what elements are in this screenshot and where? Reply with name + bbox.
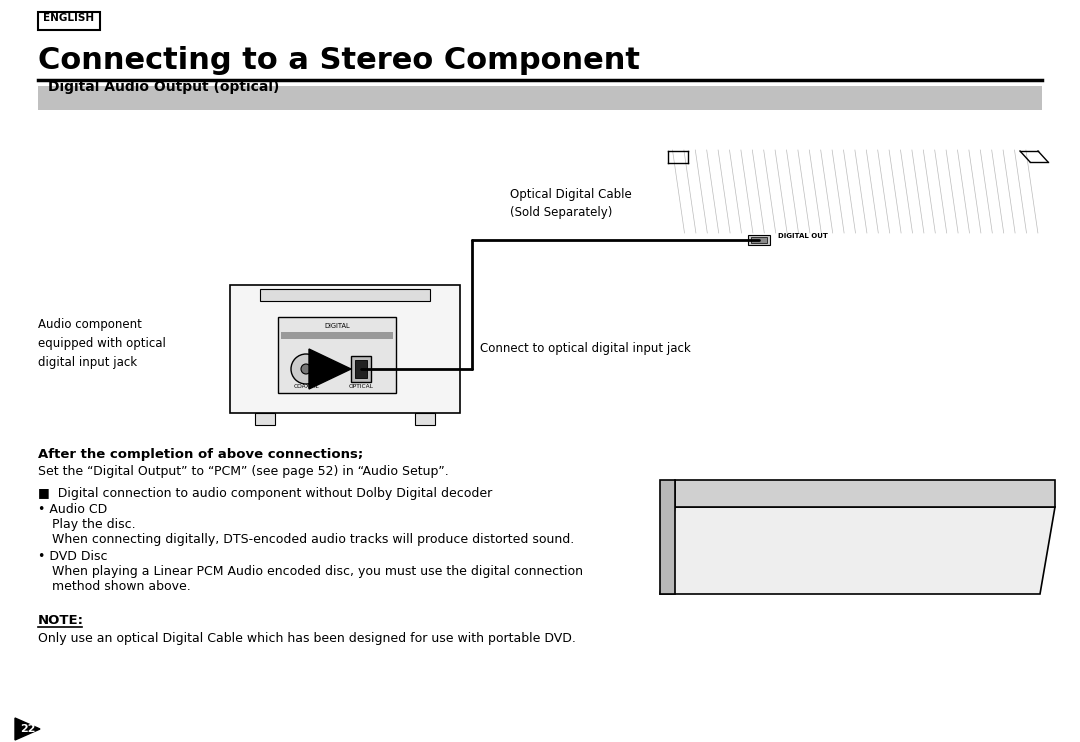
Text: NOTE:: NOTE:: [38, 614, 84, 627]
Text: When connecting digitally, DTS-encoded audio tracks will produce distorted sound: When connecting digitally, DTS-encoded a…: [52, 533, 575, 546]
Text: • Audio CD: • Audio CD: [38, 503, 107, 516]
Text: After the completion of above connections;: After the completion of above connection…: [38, 448, 363, 461]
Bar: [355, 360, 367, 378]
Bar: [278, 317, 396, 393]
Polygon shape: [675, 480, 1055, 507]
Text: Connecting to a Stereo Component: Connecting to a Stereo Component: [38, 46, 640, 75]
Bar: [38, 86, 1042, 110]
Text: Audio component
equipped with optical
digital input jack: Audio component equipped with optical di…: [38, 318, 166, 369]
Bar: [230, 285, 460, 413]
Circle shape: [291, 354, 321, 384]
Polygon shape: [660, 480, 675, 594]
Text: 22: 22: [21, 724, 36, 734]
Polygon shape: [15, 718, 40, 740]
Circle shape: [301, 364, 311, 374]
Text: Play the disc.: Play the disc.: [52, 518, 136, 531]
Text: • DVD Disc: • DVD Disc: [38, 550, 108, 563]
Text: Digital Audio Output (optical): Digital Audio Output (optical): [48, 80, 280, 94]
Bar: [260, 289, 430, 301]
Bar: [751, 237, 767, 243]
Bar: [748, 235, 770, 245]
Text: method shown above.: method shown above.: [52, 580, 191, 593]
Polygon shape: [660, 507, 1055, 594]
Polygon shape: [309, 349, 351, 389]
Text: COAXIAL: COAXIAL: [293, 384, 319, 389]
Bar: [415, 413, 435, 425]
Bar: [351, 356, 372, 382]
Text: DIGITAL: DIGITAL: [324, 323, 350, 329]
Text: ■  Digital connection to audio component without Dolby Digital decoder: ■ Digital connection to audio component …: [38, 487, 492, 500]
Text: DIGITAL OUT: DIGITAL OUT: [778, 233, 828, 239]
Bar: [281, 332, 393, 339]
Text: When playing a Linear PCM Audio encoded disc, you must use the digital connectio: When playing a Linear PCM Audio encoded …: [52, 565, 583, 578]
Text: Only use an optical Digital Cable which has been designed for use with portable : Only use an optical Digital Cable which …: [38, 632, 576, 645]
Bar: [255, 413, 275, 425]
Text: OPTICAL: OPTICAL: [349, 384, 374, 389]
Text: Optical Digital Cable
(Sold Separately): Optical Digital Cable (Sold Separately): [510, 188, 632, 219]
Text: ENGLISH: ENGLISH: [43, 13, 95, 23]
Text: Set the “Digital Output” to “PCM” (see page 52) in “Audio Setup”.: Set the “Digital Output” to “PCM” (see p…: [38, 465, 449, 478]
Text: Connect to optical digital input jack: Connect to optical digital input jack: [480, 342, 691, 355]
Bar: [38, 12, 100, 30]
